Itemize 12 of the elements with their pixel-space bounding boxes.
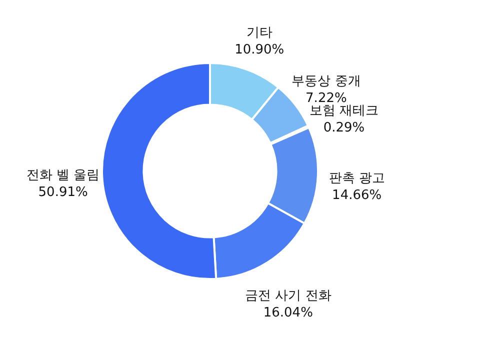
data-label: 50.91%	[38, 185, 88, 200]
data-label: 16.04%	[263, 306, 313, 321]
slice-label: 금전 사기 전화	[244, 288, 332, 304]
data-label: 7.22%	[306, 90, 347, 106]
slice-label: 부동상 중개	[292, 74, 361, 89]
slice-label: 판촉 광고	[328, 170, 385, 186]
data-label: 10.90%	[234, 42, 284, 58]
slice-label: 전화 벨 울림	[26, 168, 100, 184]
data-label: 0.29%	[323, 120, 365, 136]
data-label: 14.66%	[332, 188, 382, 203]
slice-label: 기타	[246, 26, 272, 41]
slice-label: 보험 재테크	[309, 104, 379, 119]
